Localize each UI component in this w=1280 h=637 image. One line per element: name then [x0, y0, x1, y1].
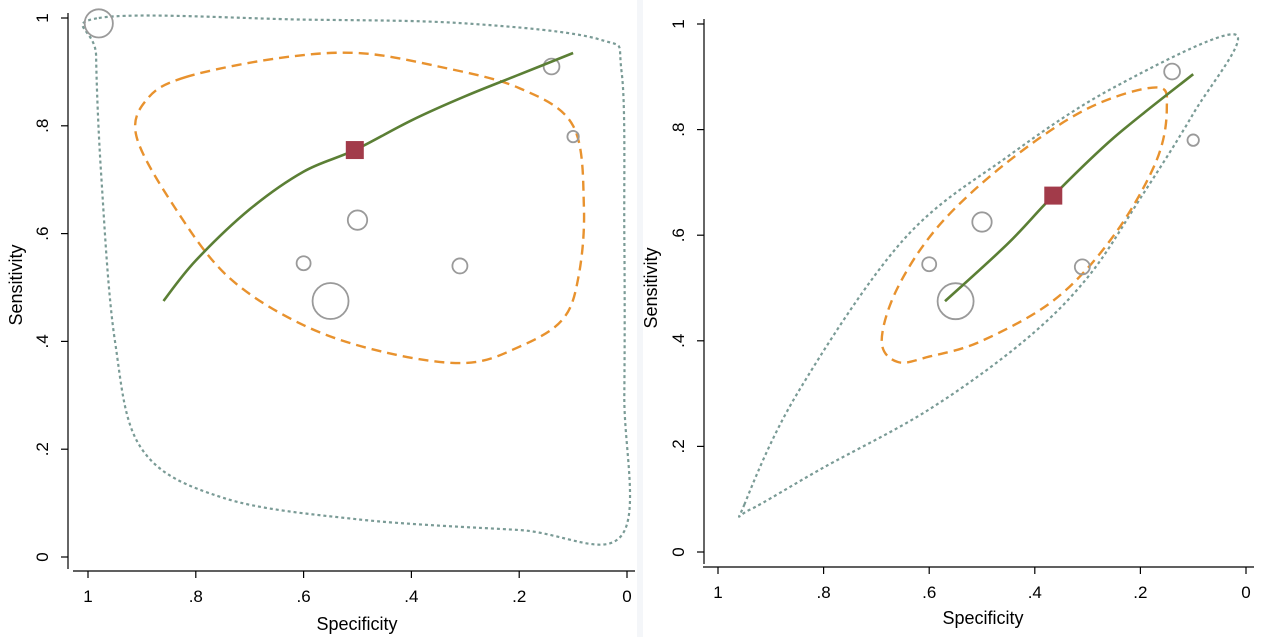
x-tick-label: .2: [512, 587, 526, 606]
x-tick-label: 0: [1241, 583, 1250, 602]
y-tick-label: 1: [669, 19, 688, 28]
y-tick-label: .6: [669, 228, 688, 242]
x-axis-title: Specificity: [942, 608, 1023, 628]
x-tick-label: .2: [1133, 583, 1147, 602]
left-sroc-chart: 0 .2 .4 .6 .8 1 1 .8 .6 .4 .2 0 Specificity Sensitivi…: [6, 8, 635, 634]
study-point-4: [921, 256, 938, 273]
x-tick-label: .6: [297, 587, 311, 606]
x-tick-label: .4: [1028, 583, 1042, 602]
y-tick-label: .4: [669, 334, 688, 348]
x-tick-label: 0: [622, 587, 631, 606]
sroc-curve: [162, 51, 574, 302]
x-tick-label: 1: [713, 583, 722, 602]
right-sroc-chart-panel: 0 .2 .4 .6 .8 1 1 .8 .6 .4 .2 0 Specificity Sensitivi…: [643, 0, 1280, 637]
study-point-7: [311, 282, 350, 320]
x-tick-label: .6: [922, 583, 936, 602]
summary-point: [345, 141, 364, 160]
right-sroc-chart: 0 .2 .4 .6 .8 1 1 .8 .6 .4 .2 0 Specificity Sensitivi…: [643, 19, 1254, 628]
y-tick-label: .4: [33, 334, 52, 348]
y-tick-label: .8: [33, 119, 52, 133]
y-tick-label: 0: [669, 547, 688, 556]
prediction-region: [81, 14, 632, 546]
x-axis-title: Specificity: [316, 614, 397, 634]
study-point-2: [1186, 133, 1200, 147]
study-point-3: [971, 211, 993, 233]
sroc-curve: [944, 73, 1195, 303]
y-tick-label: .2: [33, 442, 52, 456]
x-tick-label: 1: [83, 587, 92, 606]
study-point-2: [542, 57, 561, 76]
study-point-5: [1073, 258, 1091, 276]
y-tick-label: .8: [669, 123, 688, 137]
x-tick-label: .4: [404, 587, 418, 606]
confidence-region: [133, 51, 586, 365]
y-axis-title: Sensitivity: [643, 247, 661, 328]
summary-point: [1044, 186, 1063, 205]
left-chart-panel: 0 .2 .4 .6 .8 1 1 .8 .6 .4 .2 0 Specificity Sensitivi…: [0, 0, 637, 637]
prediction-region: [738, 33, 1239, 518]
study-point-3: [566, 129, 580, 144]
y-tick-label: 1: [33, 13, 52, 22]
study-point-4: [346, 209, 369, 231]
y-tick-label: .6: [33, 227, 52, 241]
x-tick-label: .8: [817, 583, 831, 602]
study-point-1: [1163, 62, 1181, 81]
confidence-region: [880, 86, 1169, 364]
y-axis-title: Sensitivity: [6, 244, 26, 325]
y-tick-label: .2: [669, 439, 688, 453]
study-point-5: [295, 255, 312, 272]
x-tick-label: .8: [189, 587, 203, 606]
study-point-6: [936, 282, 975, 321]
y-tick-label: 0: [33, 552, 52, 561]
study-point-6: [451, 257, 469, 275]
study-point-1: [83, 8, 114, 39]
